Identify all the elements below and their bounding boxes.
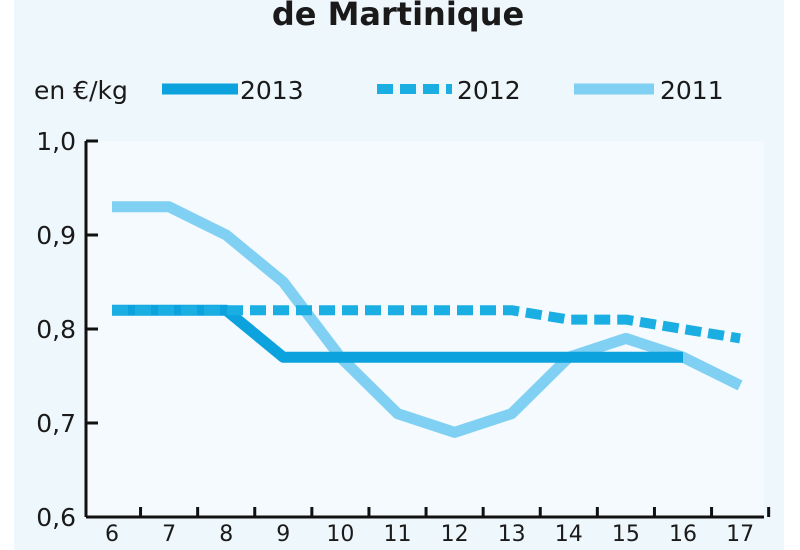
y-tick-label: 1,0 [36, 127, 76, 156]
x-tick-label: 17 [726, 522, 754, 547]
y-ticks: 0,6 0,7 0,8 0,9 1,0 [36, 127, 98, 532]
y-tick-label: 0,7 [36, 409, 76, 438]
chart-title: de Martinique [272, 0, 524, 33]
x-tick-label: 10 [326, 522, 354, 547]
x-tick-label: 11 [384, 522, 412, 547]
x-tick-label: 9 [276, 522, 290, 547]
series-line-2011 [112, 201, 743, 438]
x-tick-label: 13 [498, 522, 526, 547]
plot-area [86, 141, 764, 517]
legend-label-2012: 2012 [457, 76, 521, 105]
x-tick-label: 16 [669, 522, 697, 547]
y-tick-label: 0,6 [36, 503, 76, 532]
series-layer [112, 201, 743, 438]
x-tick-label: 15 [612, 522, 640, 547]
unit-label: en €/kg [34, 76, 128, 105]
legend-label-2013: 2013 [240, 76, 304, 105]
x-tick-label: 7 [162, 522, 176, 547]
x-ticks: 6 7 8 9 10 11 12 13 14 15 16 17 [84, 507, 771, 547]
x-tick-label: 8 [219, 522, 233, 547]
y-tick-label: 0,8 [36, 315, 76, 344]
x-tick-label: 12 [441, 522, 469, 547]
legend: 2013 2012 2011 [162, 76, 724, 105]
series-line-2012 [112, 305, 741, 344]
legend-label-2011: 2011 [660, 76, 724, 105]
y-tick-label: 0,9 [36, 221, 76, 250]
x-tick-label: 14 [555, 522, 583, 547]
x-tick-label: 6 [105, 522, 119, 547]
